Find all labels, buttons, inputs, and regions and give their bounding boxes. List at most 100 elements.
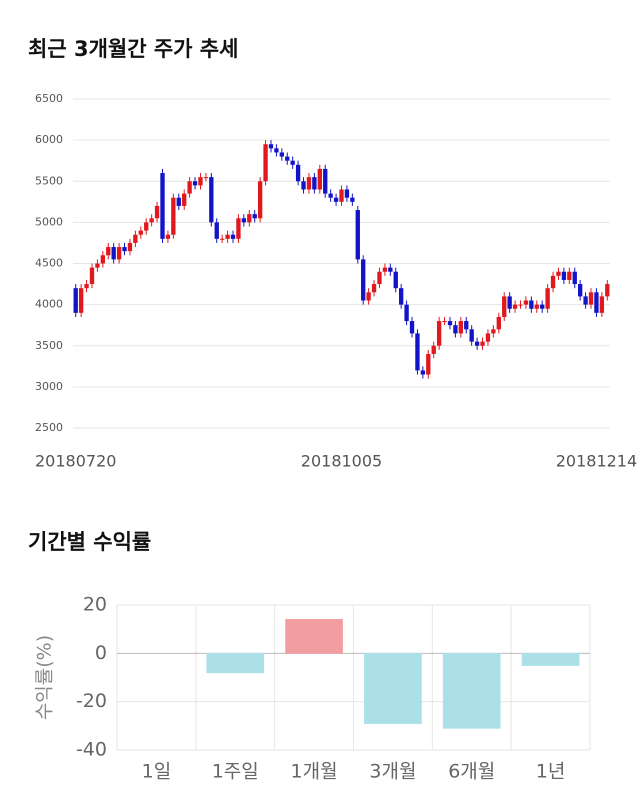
candle-body <box>122 247 127 252</box>
candle-body <box>485 333 491 342</box>
x-tick-label: 1년 <box>536 761 566 783</box>
candle-body <box>165 234 171 239</box>
candle-body <box>236 218 241 239</box>
candle-body <box>398 288 404 305</box>
candle-body <box>203 177 209 179</box>
candle-body <box>89 267 95 285</box>
candle-body <box>605 284 610 297</box>
candle-body <box>268 144 274 149</box>
candle-body <box>116 247 122 260</box>
candle-body <box>474 341 480 346</box>
candle-body <box>214 222 219 239</box>
bar <box>206 652 265 674</box>
candle-body <box>149 218 154 223</box>
candle-body <box>95 263 100 268</box>
x-tick-label: 1일 <box>142 761 172 783</box>
candle-body <box>138 230 143 235</box>
candle-body <box>209 177 214 223</box>
candle-body <box>111 247 116 260</box>
candle-body <box>599 296 605 313</box>
y-tick-label: 4500 <box>35 257 63 270</box>
candle-body <box>436 321 442 346</box>
x-tick-label: 6개월 <box>448 761 495 783</box>
x-tick-label: 20180720 <box>35 452 116 471</box>
y-tick-label: 6000 <box>35 133 63 146</box>
candle-body <box>171 197 176 235</box>
candle-body <box>312 177 317 190</box>
candle-body <box>263 144 268 182</box>
candle-body <box>355 210 360 260</box>
candle-body <box>133 234 138 243</box>
candle-body <box>588 292 594 305</box>
candle-body <box>415 333 420 371</box>
candle-body <box>344 189 350 198</box>
candle-body <box>458 321 464 334</box>
y-tick-label: 0 <box>95 642 107 664</box>
candle-body <box>529 300 534 309</box>
candle-body <box>78 288 84 313</box>
candle-body <box>464 321 469 330</box>
bar <box>364 652 422 724</box>
candle-body <box>366 292 371 301</box>
candle-body <box>377 271 382 285</box>
chart-title: 기간별 수익률 <box>28 530 151 554</box>
candle-body <box>523 300 529 305</box>
y-tick-label: 3000 <box>35 380 63 393</box>
candle-body <box>279 152 285 157</box>
candle-body <box>491 329 496 334</box>
candle-body <box>317 168 322 190</box>
candle-body <box>106 247 111 256</box>
y-tick-label: 6500 <box>35 92 63 105</box>
candle-body <box>160 173 165 239</box>
y-tick-label: 4000 <box>35 298 63 311</box>
y-tick-label: -40 <box>76 739 107 761</box>
candle-body <box>577 284 583 297</box>
candle-body <box>594 292 599 313</box>
candle-body <box>567 271 572 280</box>
candle-body <box>187 181 192 194</box>
chart-title: 최근 3개월간 주가 추세 <box>28 37 238 61</box>
candle-body <box>550 275 556 289</box>
y-axis-label: 수익률(%) <box>34 635 56 720</box>
y-tick-label: 5000 <box>35 215 63 228</box>
candle-body <box>426 353 431 375</box>
candle-body <box>100 255 106 264</box>
x-tick-label: 1개월 <box>291 761 338 783</box>
candle-body <box>507 296 512 309</box>
candle-body <box>219 238 225 240</box>
candle-body <box>534 304 539 309</box>
candle-body <box>371 284 377 293</box>
candle-body <box>431 345 436 354</box>
x-tick-label: 20181005 <box>301 452 382 471</box>
candle-body <box>512 304 518 309</box>
y-tick-label: 20 <box>83 594 107 616</box>
candle-body <box>409 321 415 334</box>
x-tick-label: 3개월 <box>369 761 416 783</box>
candle-body <box>572 271 577 285</box>
candle-body <box>404 304 409 322</box>
candle-body <box>154 205 160 219</box>
candle-body <box>561 271 567 280</box>
candle-body <box>540 304 545 309</box>
candle-body <box>453 325 458 334</box>
bar <box>521 652 580 666</box>
candle-body <box>350 197 355 202</box>
candle-body <box>420 370 426 375</box>
candle-body <box>469 329 474 342</box>
candle-body <box>333 197 339 202</box>
candle-body <box>442 321 447 323</box>
candle-body <box>84 284 89 289</box>
candle-body <box>230 234 236 239</box>
y-tick-label: 2500 <box>35 421 63 434</box>
candle-body <box>176 197 181 206</box>
x-tick-label: 1주일 <box>212 761 259 783</box>
candle-body <box>382 267 388 272</box>
candle-body <box>73 288 78 313</box>
candle-body <box>388 267 393 272</box>
candle-body <box>225 234 230 239</box>
candle-body <box>502 296 507 317</box>
candle-body <box>361 259 366 301</box>
candle-body <box>583 296 588 305</box>
candle-body <box>241 218 247 223</box>
